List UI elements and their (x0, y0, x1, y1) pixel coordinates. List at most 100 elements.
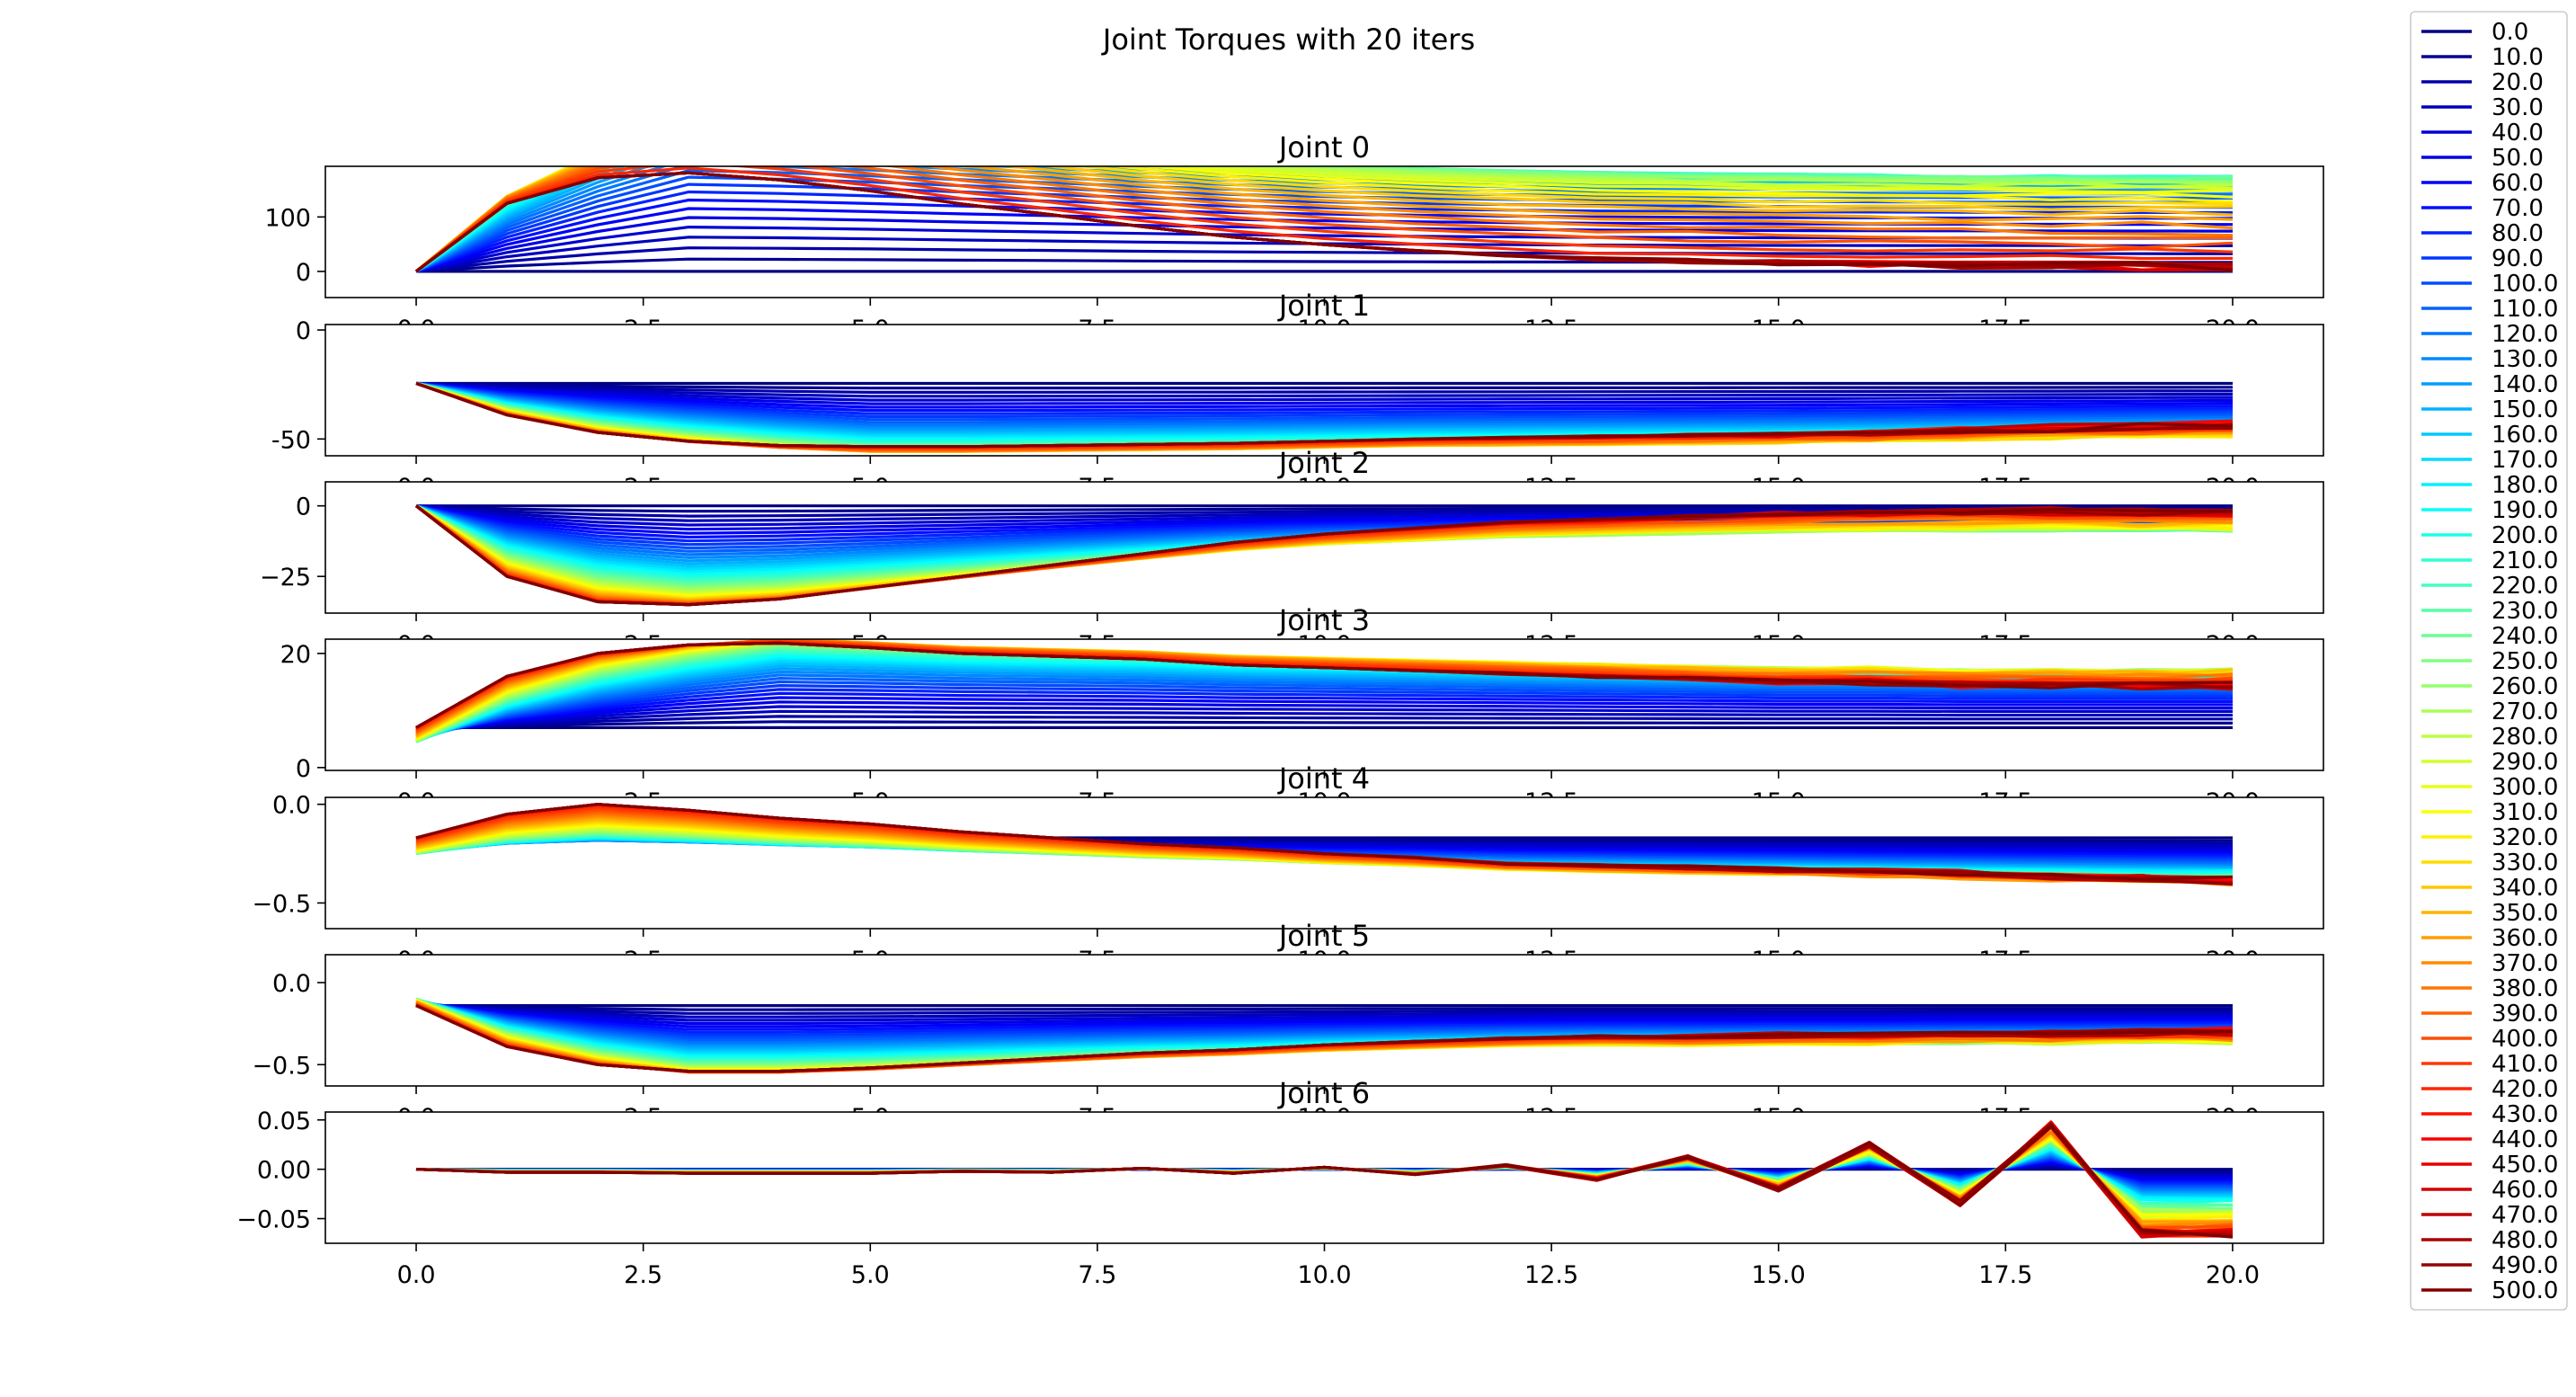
legend-label: 30.0 (2492, 94, 2544, 121)
series-line-110.0 (415, 676, 2233, 741)
series-line-40.0 (415, 705, 2233, 734)
subplot-panels: 0 100 0.0 2.5 5.0 7.5 10.0 12.5 15.0 17.5 20.0 Join… (236, 130, 2324, 1289)
legend-item: 120.0 (2421, 321, 2558, 348)
legend-item: 270.0 (2421, 698, 2558, 725)
y-tick-label: −25 (260, 564, 311, 592)
legend-label: 380.0 (2492, 975, 2558, 1002)
legend-item: 0.0 (2421, 19, 2528, 46)
series-line-120.0 (415, 381, 2234, 427)
series-line-60.0 (415, 381, 2234, 409)
legend-item: 460.0 (2421, 1177, 2558, 1204)
legend-item: 450.0 (2421, 1152, 2558, 1179)
legend-item: 190.0 (2421, 497, 2558, 524)
legend-label: 70.0 (2492, 195, 2544, 222)
legend-item: 80.0 (2421, 220, 2544, 247)
legend-label: 200.0 (2492, 522, 2558, 549)
series-lines (415, 1120, 2234, 1239)
subplot-title: Joint 3 (1277, 603, 1370, 637)
legend-item: 240.0 (2421, 623, 2558, 650)
x-tick-label: 17.5 (1978, 1261, 2032, 1289)
y-tick-label: −0.5 (252, 890, 311, 918)
series-line-20.0 (415, 381, 2234, 394)
legend-item: 420.0 (2421, 1076, 2558, 1103)
legend-item: 400.0 (2421, 1026, 2558, 1053)
series-lines (414, 166, 2234, 273)
legend-item: 160.0 (2421, 422, 2558, 449)
legend-label: 190.0 (2492, 497, 2558, 524)
legend-label: 100.0 (2492, 271, 2558, 298)
legend-item: 330.0 (2421, 850, 2558, 876)
legend-item: 310.0 (2421, 799, 2558, 826)
legend-item: 480.0 (2421, 1227, 2558, 1254)
series-line-90.0 (415, 683, 2233, 739)
legend-item: 150.0 (2421, 396, 2558, 423)
series-line-120.0 (415, 673, 2233, 741)
subplot-title: Joint 5 (1277, 919, 1370, 953)
legend-item: 180.0 (2421, 472, 2558, 499)
series-line-340.0 (414, 166, 2234, 273)
series-line-360.0 (414, 166, 2234, 273)
x-tick-label: 20.0 (2206, 1261, 2260, 1289)
x-tick-label: 15.0 (1752, 1261, 1806, 1289)
legend-label: 370.0 (2492, 950, 2558, 977)
legend-label: 210.0 (2492, 547, 2558, 574)
legend-label: 230.0 (2492, 598, 2558, 625)
legend-label: 500.0 (2492, 1277, 2558, 1304)
legend-item: 100.0 (2421, 271, 2558, 298)
legend-item: 380.0 (2421, 975, 2558, 1002)
legend-item: 280.0 (2421, 724, 2558, 751)
legend-item: 200.0 (2421, 522, 2558, 549)
series-line-30.0 (415, 709, 2233, 734)
series-line-50.0 (415, 216, 2234, 273)
series-line-100.0 (415, 381, 2234, 422)
subplot-title: Joint 1 (1277, 289, 1370, 323)
series-line-400.0 (415, 166, 2234, 273)
series-line-80.0 (415, 190, 2234, 273)
legend-label: 490.0 (2492, 1252, 2558, 1279)
series-line-100.0 (415, 999, 2233, 1039)
figure-suptitle: Joint Torques with 20 iters (1101, 22, 1475, 57)
legend-label: 430.0 (2492, 1101, 2558, 1128)
legend-item: 20.0 (2421, 69, 2544, 96)
y-tick-label: 20 (280, 641, 311, 669)
series-line-80.0 (415, 381, 2234, 415)
series-lines (415, 504, 2234, 607)
y-tick-label: 0 (296, 755, 311, 783)
legend-label: 10.0 (2492, 44, 2544, 71)
legend-item: 470.0 (2421, 1202, 2558, 1229)
subplot-joint-0: 01000.02.55.07.510.012.515.017.520.0Join… (264, 130, 2324, 343)
legend-label: 480.0 (2492, 1227, 2558, 1254)
legend-item: 390.0 (2421, 1001, 2558, 1028)
legend-item: 220.0 (2421, 573, 2558, 600)
series-line-70.0 (415, 381, 2234, 413)
legend-label: 350.0 (2492, 900, 2558, 927)
series-line-110.0 (415, 381, 2234, 424)
y-tick-label: 0.00 (257, 1157, 311, 1185)
legend-label: 340.0 (2492, 875, 2558, 902)
legend-item: 320.0 (2421, 824, 2558, 851)
legend-item: 250.0 (2421, 648, 2558, 675)
x-tick-label: 5.0 (851, 1261, 890, 1289)
legend-item: 360.0 (2421, 925, 2558, 952)
series-line-20.0 (415, 1002, 2233, 1015)
subplot-title: Joint 2 (1277, 446, 1370, 480)
series-line-100.0 (415, 680, 2233, 740)
series-line-500.0 (415, 381, 2234, 449)
legend-item: 30.0 (2421, 94, 2544, 121)
series-lines (415, 381, 2234, 453)
subplot-title: Joint 0 (1277, 130, 1370, 165)
legend-item: 170.0 (2421, 447, 2558, 474)
legend-label: 470.0 (2492, 1202, 2558, 1229)
legend-item: 70.0 (2421, 195, 2544, 222)
series-lines (415, 803, 2234, 887)
legend-label: 180.0 (2492, 472, 2558, 499)
series-line-500.0 (415, 1004, 2234, 1073)
series-line-10.0 (415, 504, 2233, 513)
y-tick-label: 0 (296, 317, 311, 345)
series-line-140.0 (415, 381, 2234, 432)
series-line-500.0 (415, 171, 2234, 273)
y-tick-label: -50 (271, 426, 311, 454)
series-line-500.0 (415, 803, 2234, 881)
legend-item: 490.0 (2421, 1252, 2558, 1279)
